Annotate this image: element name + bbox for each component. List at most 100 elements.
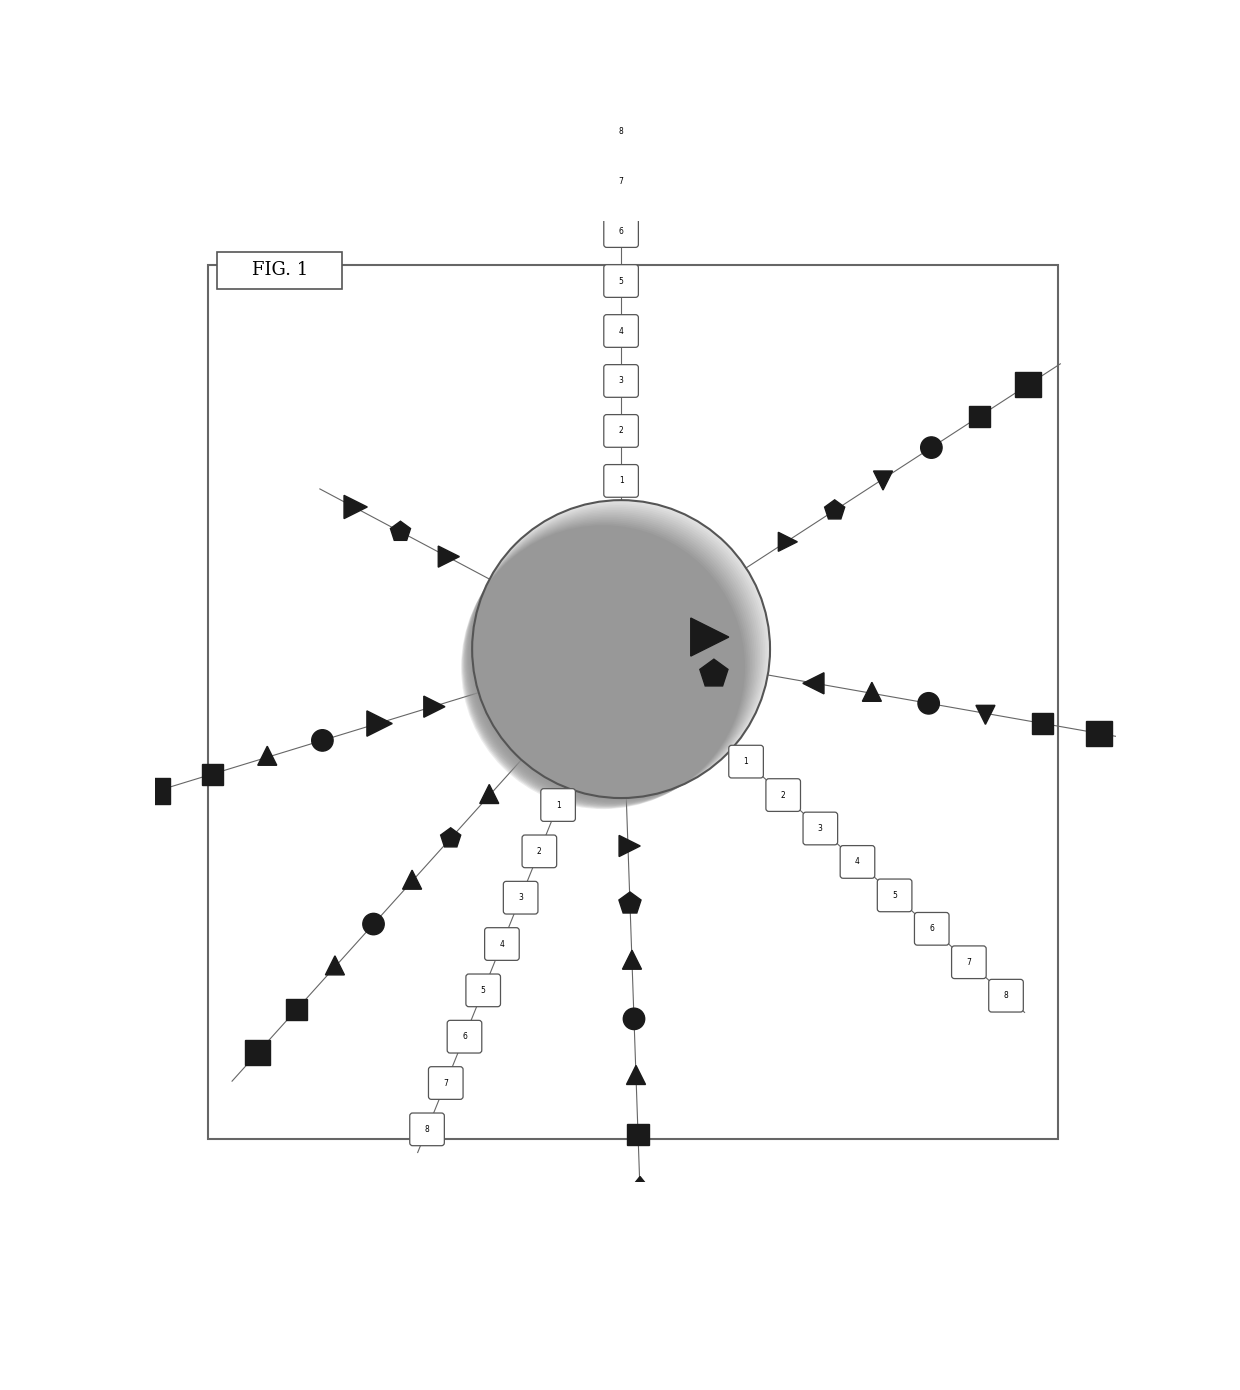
- Bar: [285, 999, 308, 1020]
- Circle shape: [461, 525, 745, 809]
- Text: 3: 3: [818, 824, 823, 833]
- FancyBboxPatch shape: [604, 165, 639, 197]
- Circle shape: [463, 521, 749, 808]
- Polygon shape: [873, 471, 893, 491]
- Circle shape: [470, 505, 765, 801]
- Bar: [627, 1123, 649, 1145]
- FancyBboxPatch shape: [448, 1020, 482, 1054]
- FancyBboxPatch shape: [841, 845, 874, 878]
- Circle shape: [920, 436, 942, 459]
- FancyBboxPatch shape: [208, 264, 1059, 1140]
- Circle shape: [469, 507, 764, 801]
- Text: 1: 1: [744, 758, 749, 766]
- Polygon shape: [391, 521, 410, 541]
- Text: 2: 2: [537, 847, 542, 856]
- Text: 4: 4: [619, 327, 624, 335]
- Polygon shape: [438, 546, 459, 567]
- Polygon shape: [440, 828, 461, 847]
- Circle shape: [464, 520, 750, 806]
- Text: 7: 7: [619, 177, 624, 186]
- FancyBboxPatch shape: [729, 745, 764, 778]
- Bar: [1086, 720, 1112, 746]
- Text: 1: 1: [619, 477, 624, 485]
- Polygon shape: [480, 784, 498, 803]
- Polygon shape: [627, 1176, 652, 1207]
- Circle shape: [472, 500, 770, 798]
- Text: 8: 8: [424, 1125, 429, 1134]
- FancyBboxPatch shape: [604, 314, 639, 348]
- FancyBboxPatch shape: [988, 980, 1023, 1012]
- Polygon shape: [424, 696, 445, 717]
- FancyBboxPatch shape: [878, 878, 911, 912]
- FancyBboxPatch shape: [914, 912, 949, 945]
- Bar: [246, 1040, 270, 1065]
- Polygon shape: [976, 705, 994, 724]
- Bar: [1032, 713, 1053, 734]
- FancyBboxPatch shape: [522, 835, 557, 867]
- Circle shape: [469, 509, 761, 802]
- FancyBboxPatch shape: [604, 115, 639, 147]
- FancyBboxPatch shape: [766, 778, 801, 812]
- FancyBboxPatch shape: [466, 974, 501, 1006]
- Polygon shape: [258, 746, 277, 766]
- Text: 5: 5: [892, 891, 897, 899]
- FancyBboxPatch shape: [409, 1113, 444, 1145]
- Text: 8: 8: [1003, 991, 1008, 1001]
- Bar: [970, 406, 991, 427]
- FancyBboxPatch shape: [503, 881, 538, 915]
- Text: 8: 8: [619, 126, 624, 136]
- Circle shape: [467, 510, 760, 802]
- Polygon shape: [862, 682, 882, 702]
- Bar: [144, 778, 170, 803]
- Text: 3: 3: [619, 377, 624, 385]
- Text: 4: 4: [500, 940, 505, 948]
- Circle shape: [311, 730, 334, 751]
- Circle shape: [624, 1008, 645, 1030]
- Polygon shape: [825, 500, 844, 518]
- Text: 5: 5: [619, 277, 624, 285]
- Text: 1: 1: [556, 801, 560, 809]
- Polygon shape: [802, 673, 823, 694]
- Text: 4: 4: [856, 858, 859, 866]
- Text: 3: 3: [518, 894, 523, 902]
- Circle shape: [464, 518, 751, 806]
- FancyBboxPatch shape: [604, 264, 639, 297]
- FancyBboxPatch shape: [485, 927, 520, 960]
- Bar: [202, 763, 223, 785]
- Circle shape: [471, 503, 766, 799]
- Polygon shape: [619, 835, 640, 856]
- FancyBboxPatch shape: [604, 364, 639, 398]
- Text: 2: 2: [619, 427, 624, 435]
- Circle shape: [465, 516, 755, 805]
- Polygon shape: [622, 951, 641, 969]
- Circle shape: [461, 524, 746, 809]
- FancyBboxPatch shape: [217, 252, 342, 289]
- Text: 5: 5: [481, 986, 486, 995]
- FancyBboxPatch shape: [429, 1066, 463, 1099]
- Circle shape: [466, 513, 756, 803]
- Polygon shape: [367, 710, 392, 737]
- FancyBboxPatch shape: [604, 464, 639, 498]
- FancyBboxPatch shape: [804, 812, 838, 845]
- Bar: [1016, 373, 1040, 398]
- Polygon shape: [626, 1066, 646, 1084]
- FancyBboxPatch shape: [541, 788, 575, 821]
- Polygon shape: [619, 892, 641, 913]
- Polygon shape: [403, 870, 422, 890]
- Circle shape: [465, 517, 754, 805]
- Circle shape: [467, 512, 759, 803]
- Polygon shape: [343, 495, 367, 518]
- FancyBboxPatch shape: [604, 214, 639, 247]
- Circle shape: [363, 913, 384, 934]
- Text: 7: 7: [966, 958, 971, 967]
- Text: 2: 2: [781, 791, 786, 799]
- Polygon shape: [325, 956, 345, 974]
- Text: 7: 7: [444, 1079, 448, 1087]
- FancyBboxPatch shape: [951, 947, 986, 979]
- Polygon shape: [691, 619, 729, 656]
- Text: 6: 6: [463, 1033, 467, 1041]
- Circle shape: [472, 500, 770, 798]
- Circle shape: [918, 692, 940, 714]
- Polygon shape: [699, 659, 728, 685]
- Circle shape: [471, 502, 769, 799]
